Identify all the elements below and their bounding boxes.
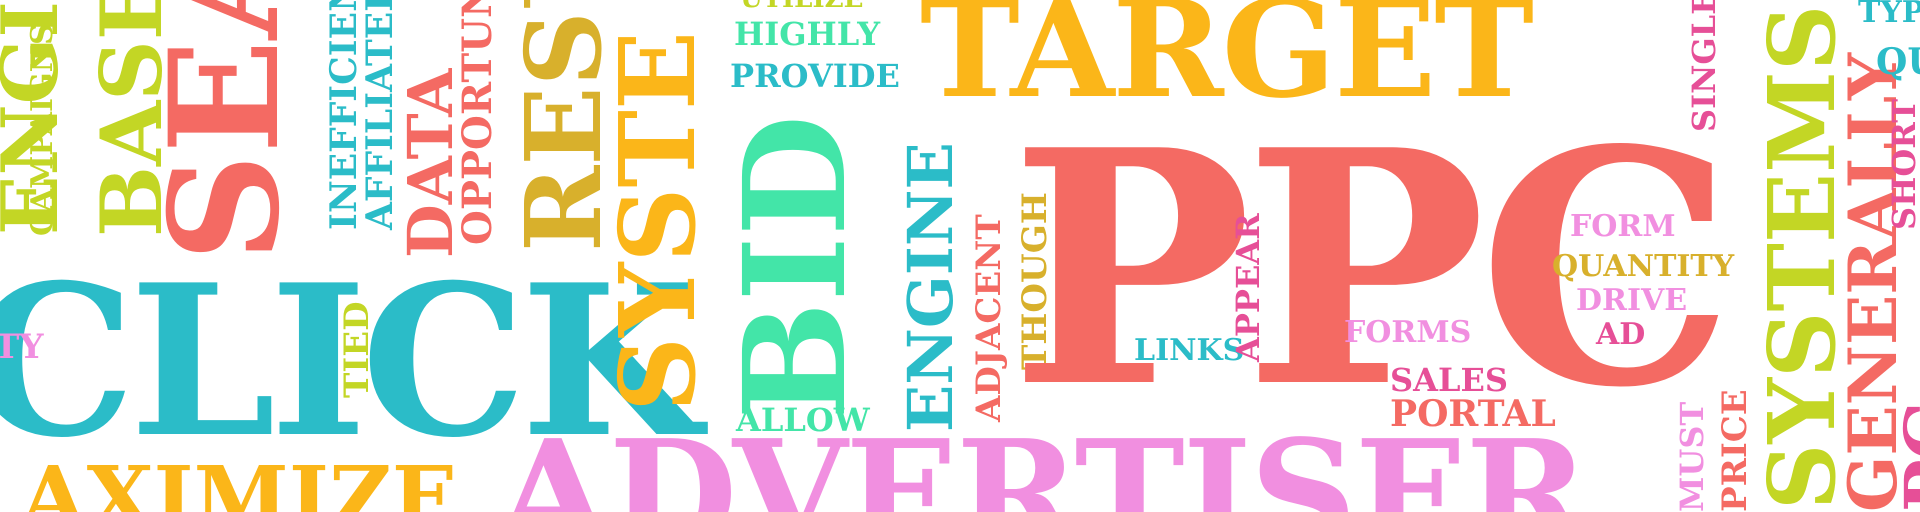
word-provide: PROVIDE (730, 57, 900, 95)
word-links: LINKS (1134, 333, 1245, 368)
word-qu: QU (1876, 41, 1920, 83)
word-drive: DRIVE (1576, 283, 1688, 318)
word-systems-mid: SYSTE (596, 30, 719, 412)
word-tied: TIED (337, 301, 377, 398)
word-sales: SALES (1390, 361, 1508, 399)
word-advertiser: ADVERTISER (496, 407, 1589, 512)
word-ty: TY (0, 327, 44, 367)
word-type: TYP (1858, 0, 1920, 30)
word-appear: APPEAR (1229, 213, 1267, 362)
word-forms: FORMS (1344, 315, 1472, 350)
word-ppc: PPC (1010, 80, 1735, 458)
word-form: FORM (1570, 209, 1676, 244)
word-data: DATA (394, 68, 467, 258)
word-ad: AD (1596, 317, 1646, 352)
word-opportunities: OPPORTUNITIES (454, 0, 501, 245)
word-adjacent: ADJACENT (969, 214, 1009, 422)
word-highly: HIGHLY (734, 15, 881, 53)
word-affiliated: AFFILIATED (359, 0, 401, 230)
word-portal: PORTAL (1390, 393, 1556, 435)
word-bid: BID (714, 114, 878, 420)
word-price: PRICE (1715, 389, 1755, 512)
word-quantity: QUANTITY (1552, 249, 1735, 284)
word-short: SHORT (1885, 98, 1920, 230)
word-utilize: UTILIZE (740, 0, 863, 12)
word-single: SINGLE (1685, 0, 1723, 132)
word-sea: SEA (137, 0, 313, 262)
word-engine-mid: ENGINE (894, 142, 967, 432)
word-must: MUST (1673, 401, 1711, 512)
word-engine-left: ENGINE (0, 0, 76, 235)
word-target: TARGET (920, 0, 1534, 128)
word-allow: ALLOW (736, 401, 870, 439)
word-edge-pink: PG (1889, 399, 1920, 512)
word-click: CLICK (0, 240, 701, 484)
word-inefficient: INEFFICIENT (323, 0, 365, 230)
word-maximize: AXIMIZE (20, 448, 458, 512)
